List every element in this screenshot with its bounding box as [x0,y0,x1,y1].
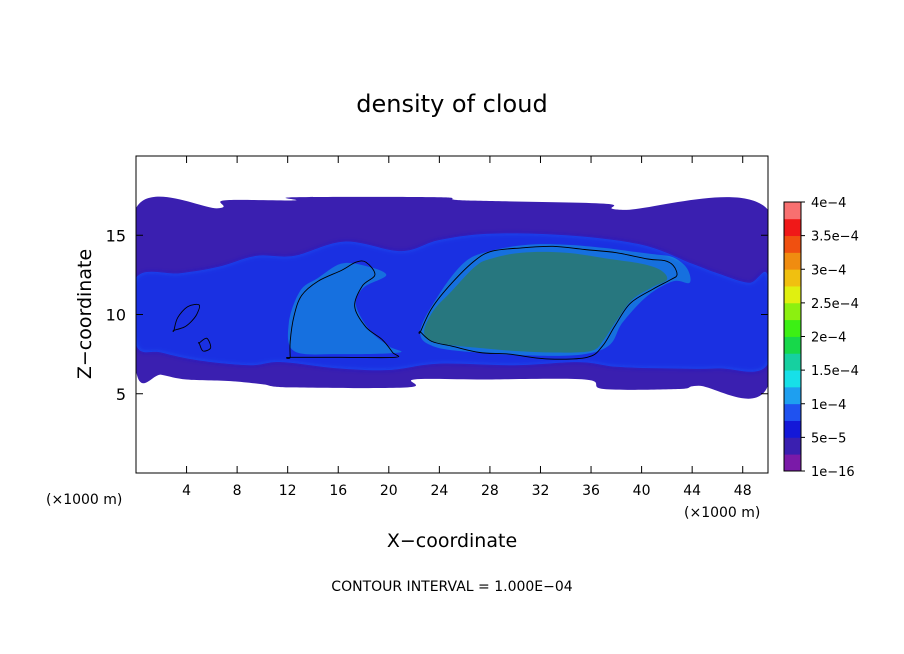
colorbar-swatch [784,353,801,371]
contour-interval-footer: CONTOUR INTERVAL = 1.000E−04 [331,579,572,595]
colorbar-swatch [784,386,801,405]
contour-lines [172,245,678,360]
y-tick-label: 5 [116,385,126,404]
colorbar-swatch [784,403,801,421]
x-tick-label: 24 [430,483,448,499]
colorbar-swatch [784,420,801,438]
colorbar-swatch [784,437,801,455]
contour-line-2 [418,245,678,360]
region-blue-halo [136,233,768,372]
colorbar-swatch [784,286,801,304]
colorbar-label: 3e−4 [811,263,846,278]
colorbar-swatch [784,336,801,354]
cloud-field [136,196,768,399]
contour-line-4 [198,337,212,352]
x-tick-label: 8 [233,483,242,499]
chart-title: density of cloud [356,90,547,118]
y-axis-ticks: 5 10 15 [106,226,768,404]
colorbar-swatch [784,454,801,472]
colorbar-label: 1e−4 [811,398,846,413]
x-tick-label: 4 [182,483,191,499]
colorbar-label: 1e−16 [811,465,855,480]
colorbar-swatch [784,319,801,337]
plot-area [136,196,768,399]
colorbar-swatch [784,302,801,321]
x-tick-label: 12 [279,483,297,499]
colorbar-swatch [784,202,801,220]
contour-line-3 [172,303,201,332]
y-axis-label: Z−coordinate [74,249,96,379]
colorbar-swatch [784,252,801,270]
x-axis-ticks: 4 8 12 16 20 24 28 32 36 40 44 48 [182,156,752,499]
x-tick-label: 32 [532,483,550,499]
contour-line-1 [286,260,400,359]
x-tick-label: 20 [380,483,398,499]
x-unit-label-left: (×1000 m) [46,492,122,508]
colorbar-label: 3.5e−4 [811,230,859,245]
y-tick-label: 15 [106,226,126,245]
colorbar: 1e−16 5e−5 1e−4 1.5e−4 2e−4 2.5e−4 3e−4 3.5e−4 4… [783,196,859,480]
colorbar-swatch [784,235,801,253]
x-tick-label: 36 [582,483,600,499]
x-tick-label: 48 [734,483,752,499]
colorbar-label: 2.5e−4 [811,297,859,312]
colorbar-swatch [784,269,801,287]
colorbar-label: 2e−4 [811,331,846,346]
colorbar-label: 4e−4 [811,196,846,211]
x-unit-label-right: (×1000 m) [684,505,760,521]
y-tick-label: 10 [106,306,126,325]
colorbar-label: 1.5e−4 [811,364,859,379]
colorbar-swatch [784,218,801,237]
x-tick-label: 40 [633,483,651,499]
x-tick-label: 44 [683,483,701,499]
x-axis-label: X−coordinate [387,530,517,552]
colorbar-swatch [784,370,801,388]
x-tick-label: 16 [329,483,347,499]
x-tick-label: 28 [481,483,499,499]
colorbar-label: 5e−5 [811,431,846,446]
